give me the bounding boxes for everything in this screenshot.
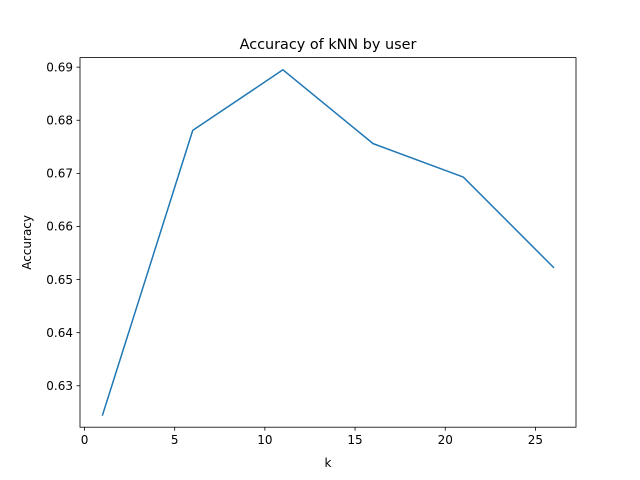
x-tick-label: 10 (257, 433, 272, 447)
x-tick-label: 20 (438, 433, 453, 447)
y-tick-label: 0.69 (46, 60, 73, 74)
chart-title: Accuracy of kNN by user (240, 37, 417, 53)
x-tick-label: 0 (81, 433, 89, 447)
plot-frame (79, 57, 577, 428)
x-tick-label: 5 (171, 433, 179, 447)
y-tick-label: 0.67 (46, 167, 73, 181)
y-tick-label: 0.63 (46, 379, 73, 393)
y-axis-label: Accuracy (20, 215, 34, 270)
y-tick-label: 0.66 (46, 220, 73, 234)
y-tick-label: 0.68 (46, 113, 73, 127)
x-axis-label: k (325, 456, 332, 470)
x-axis: 0 5 10 15 20 25 (81, 427, 543, 447)
y-tick-label: 0.64 (46, 326, 73, 340)
y-axis: 0.63 0.64 0.65 0.66 0.67 0.68 0.69 (46, 60, 80, 393)
y-tick-label: 0.65 (46, 273, 73, 287)
x-tick-label: 25 (528, 433, 543, 447)
x-tick-label: 15 (347, 433, 362, 447)
plot-area (101, 69, 555, 416)
series-line (101, 69, 555, 416)
